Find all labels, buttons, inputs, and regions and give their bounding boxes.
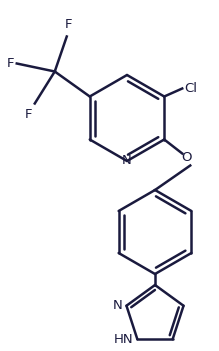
Text: HN: HN [114,333,133,346]
Text: N: N [113,299,122,312]
Text: N: N [122,154,132,167]
Text: O: O [181,151,191,164]
Text: F: F [65,18,72,31]
Text: F: F [24,107,32,120]
Text: Cl: Cl [184,82,197,95]
Text: F: F [6,57,14,70]
